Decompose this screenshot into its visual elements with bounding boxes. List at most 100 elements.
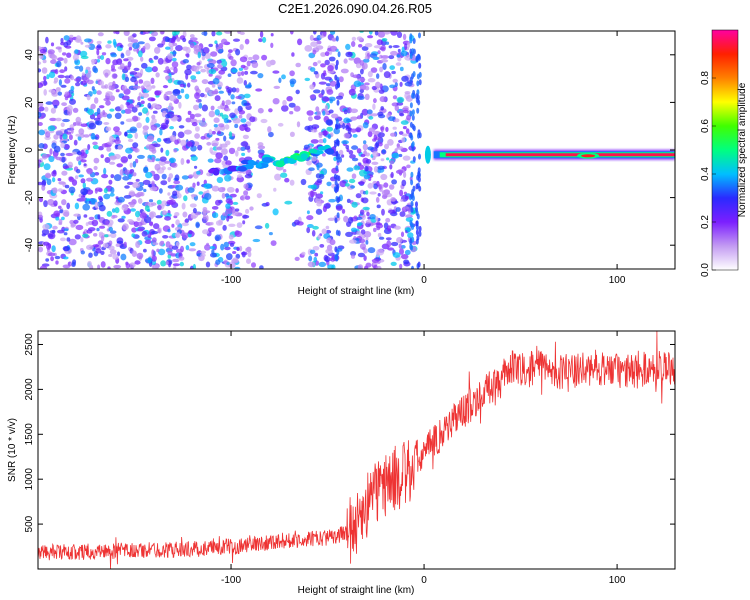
spectrogram-noise-blob <box>65 185 69 189</box>
spectrogram-streak-blob <box>419 226 422 232</box>
spectrogram-noise-blob <box>169 126 174 129</box>
spectrogram-noise-blob <box>75 82 80 86</box>
spectrogram-noise-blob <box>371 162 378 165</box>
spectrogram-noise-blob <box>357 148 362 153</box>
spectrogram-noise-blob <box>269 232 273 235</box>
spectrogram-noise-blob <box>98 32 104 36</box>
spectrogram-noise-blob <box>217 177 223 183</box>
spectrogram-noise-blob <box>311 139 319 144</box>
spectrogram-noise-blob <box>405 250 411 255</box>
spectrogram-noise-blob <box>89 123 96 130</box>
spectrogram-noise-blob <box>120 121 124 124</box>
spectrogram-noise-blob <box>172 61 179 68</box>
spectrogram-noise-blob <box>310 250 316 254</box>
spectrogram-noise-blob <box>380 96 387 102</box>
spectrogram-noise-blob <box>62 134 67 140</box>
spectrogram-noise-blob <box>350 185 355 188</box>
spectrogram-noise-blob <box>190 242 196 246</box>
spectrogram-noise-blob <box>214 127 221 132</box>
spectrogram-noise-blob <box>73 54 79 60</box>
spectrogram-noise-blob <box>157 138 161 142</box>
spectrogram-noise-blob <box>61 157 65 163</box>
spectrogram-noise-blob <box>97 108 101 115</box>
spectrogram-noise-blob <box>281 105 289 112</box>
spectrogram-noise-blob <box>138 112 142 116</box>
spectrogram-noise-blob <box>218 91 224 94</box>
spectrogram-noise-blob <box>310 95 316 99</box>
spectrogram-noise-blob <box>401 254 407 258</box>
spectrogram-noise-blob <box>241 153 245 156</box>
spectrogram-noise-blob <box>308 262 315 268</box>
spectrogram-noise-blob <box>120 254 126 261</box>
spectrogram-noise-blob <box>362 197 369 203</box>
spectrogram-noise-blob <box>81 81 87 86</box>
spectrogram-noise-blob <box>86 245 94 250</box>
spectrogram-noise-blob <box>75 175 78 179</box>
spectrogram-noise-blob <box>138 41 145 44</box>
spectrogram-noise-blob <box>358 181 365 184</box>
spectrogram-noise-blob <box>372 151 378 158</box>
spectrogram-noise-blob <box>210 222 214 225</box>
spectrogram-noise-blob <box>104 234 108 237</box>
spectrogram-noise-blob <box>326 127 333 132</box>
spectrogram-noise-blob <box>261 55 267 61</box>
spectrogram-noise-blob <box>109 240 113 245</box>
spectrogram-noise-blob <box>197 182 200 186</box>
spectrogram-streak-blob <box>336 118 339 124</box>
spectrogram-noise-blob <box>86 222 89 226</box>
spectrogram-noise-blob <box>95 202 99 209</box>
spectrogram-noise-blob <box>235 208 240 211</box>
spectrogram-noise-blob <box>358 253 365 258</box>
spectrogram-noise-blob <box>373 98 377 103</box>
spectrogram-noise-blob <box>121 53 125 58</box>
spectrogram-noise-blob <box>372 138 376 142</box>
spectrogram-noise-blob <box>220 113 223 117</box>
spectrogram-noise-blob <box>223 136 226 142</box>
spectrogram-noise-blob <box>74 140 78 146</box>
spectrogram-noise-blob <box>151 231 158 234</box>
spectrogram-noise-blob <box>240 118 246 123</box>
spectrogram-noise-blob <box>318 132 323 136</box>
spectrogram-noise-blob <box>122 73 126 80</box>
spectrogram-noise-blob <box>212 206 219 210</box>
spectrogram-noise-blob <box>361 229 366 234</box>
spectrogram-noise-blob <box>357 223 361 227</box>
spectrogram-noise-blob <box>69 35 73 38</box>
spectrogram-y-tick-label: -20 <box>24 190 35 205</box>
spectrogram-noise-blob <box>151 78 155 84</box>
spectrogram-noise-blob <box>381 209 385 216</box>
spectrogram-noise-blob <box>179 125 185 128</box>
spectrogram-noise-blob <box>353 134 358 138</box>
spectrogram-noise-blob <box>387 139 394 146</box>
spectrogram-noise-blob <box>242 220 245 224</box>
spectrogram-noise-blob <box>42 154 48 160</box>
spectrogram-noise-blob <box>80 159 86 162</box>
colorbar: 0.00.20.40.60.8 Normalized spectral ampl… <box>700 30 748 277</box>
spectrogram-noise-blob <box>99 197 103 202</box>
spectrogram-noise-blob <box>236 247 239 250</box>
spectrogram-noise-blob <box>59 69 65 73</box>
spectrogram-noise-blob <box>405 215 410 218</box>
spectrogram-streak-blob <box>410 53 413 59</box>
snr-x-axis-title: Height of straight line (km) <box>298 585 415 596</box>
spectrogram-noise-blob <box>89 217 95 220</box>
spectrogram-noise-blob <box>137 228 144 231</box>
spectrogram-noise-blob <box>207 63 215 68</box>
spectrogram-noise-blob <box>166 261 169 265</box>
spectrogram-noise-blob <box>123 58 129 61</box>
spectrogram-noise-blob <box>56 46 62 49</box>
spectrogram-noise-blob <box>283 169 287 172</box>
spectrogram-noise-blob <box>193 105 199 111</box>
spectrogram-noise-blob <box>151 249 154 256</box>
spectrogram-noise-blob <box>210 246 216 249</box>
spectrogram-streak-blob <box>417 95 420 101</box>
spectrogram-noise-blob <box>365 153 370 157</box>
spectrogram-noise-blob <box>245 84 252 87</box>
spectrogram-noise-blob <box>376 73 379 79</box>
spectrogram-noise-blob <box>366 159 371 164</box>
spectrogram-noise-blob <box>112 215 118 218</box>
spectrogram-noise-blob <box>96 49 99 56</box>
spectrogram-noise-blob <box>121 110 125 114</box>
spectrogram-noise-blob <box>55 118 61 121</box>
spectrogram-noise-blob <box>71 262 75 267</box>
